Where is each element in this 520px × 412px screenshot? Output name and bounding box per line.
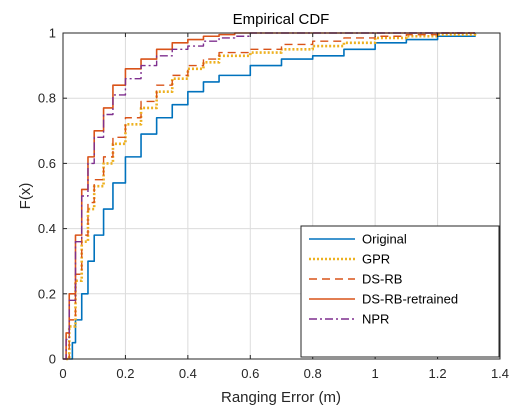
y-tick-label: 0.4 — [38, 221, 56, 236]
legend-label: GPR — [362, 252, 390, 267]
y-axis-title: F(x) — [17, 183, 34, 210]
x-tick-label: 0.4 — [179, 366, 197, 381]
y-tick-label: 0.8 — [38, 91, 56, 106]
x-tick-label: 0.8 — [304, 366, 322, 381]
y-tick-label: 0 — [49, 352, 56, 367]
x-axis-title: Ranging Error (m) — [221, 389, 341, 406]
legend-label: Original — [362, 232, 407, 247]
legend-label: DS-RB — [362, 272, 402, 287]
x-tick-label: 1.2 — [429, 366, 447, 381]
chart-title: Empirical CDF — [233, 11, 330, 28]
x-tick-label: 0.6 — [241, 366, 259, 381]
legend: Original GPR DS-RB DS-RB-retrained NPR — [301, 226, 499, 357]
y-tick-label: 1 — [49, 26, 56, 41]
legend-label: DS-RB-retrained — [362, 292, 458, 307]
x-tick-label: 1.4 — [491, 366, 509, 381]
x-tick-label: 1 — [372, 366, 379, 381]
legend-label: NPR — [362, 312, 389, 327]
y-tick-label: 0.6 — [38, 156, 56, 171]
x-tick-label: 0.2 — [116, 366, 134, 381]
x-tick-label: 0 — [59, 366, 66, 381]
y-tick-label: 0.2 — [38, 286, 56, 301]
